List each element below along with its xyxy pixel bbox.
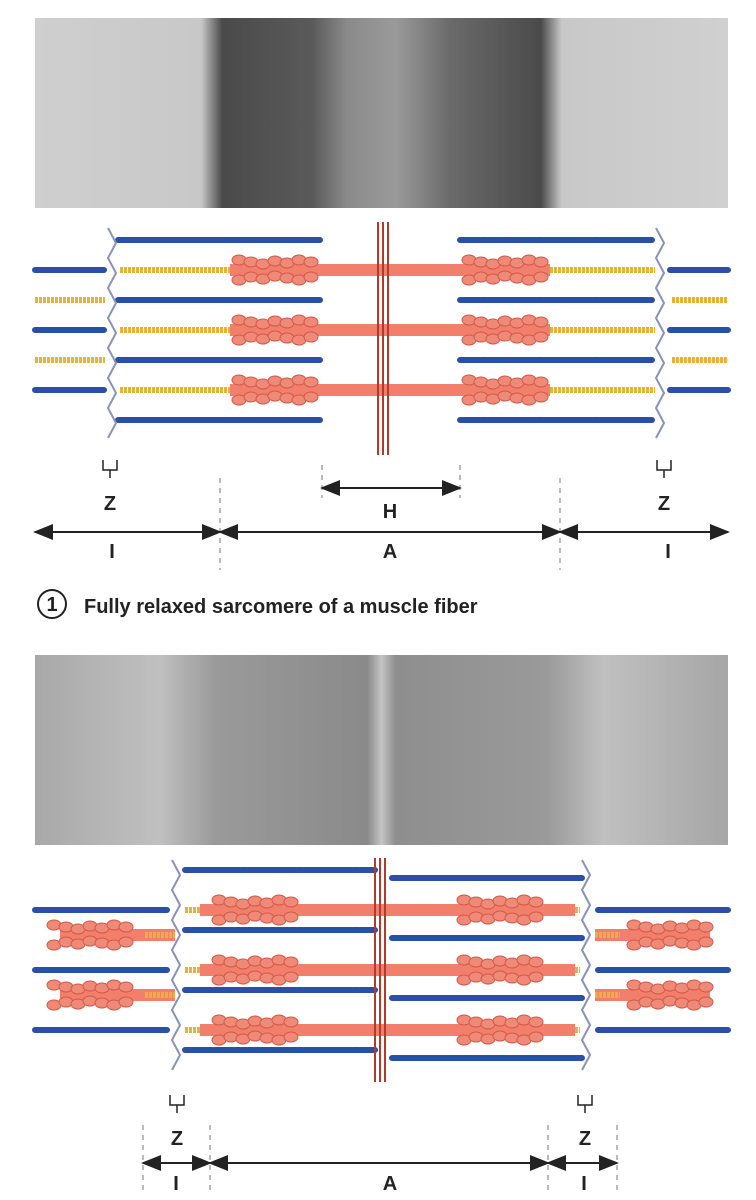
label: H bbox=[383, 501, 397, 523]
myosin-head bbox=[528, 911, 544, 923]
myosin-head bbox=[698, 981, 714, 993]
label: I bbox=[173, 1173, 179, 1195]
label: I bbox=[581, 1173, 587, 1195]
myosin-head bbox=[698, 936, 714, 948]
myosin-head bbox=[118, 936, 134, 948]
myosin-head bbox=[533, 331, 549, 343]
z-bracket bbox=[169, 1095, 185, 1113]
myosin-head bbox=[283, 971, 299, 983]
myosin-head bbox=[303, 331, 319, 343]
z-disc bbox=[654, 227, 666, 439]
z-bracket bbox=[102, 460, 118, 478]
myosin-head bbox=[118, 921, 134, 933]
step-circle bbox=[37, 589, 67, 619]
myosin-head bbox=[528, 956, 544, 968]
myosin-head bbox=[698, 996, 714, 1008]
myosin-head bbox=[303, 391, 319, 403]
myosin-head bbox=[528, 971, 544, 983]
z-disc bbox=[170, 859, 182, 1071]
label: A bbox=[383, 1173, 397, 1195]
step-number: 1 bbox=[46, 594, 57, 616]
myosin-head bbox=[303, 376, 319, 388]
label: I bbox=[109, 541, 115, 563]
myosin-head bbox=[303, 256, 319, 268]
myosin-head bbox=[283, 1031, 299, 1043]
myosin-head bbox=[283, 896, 299, 908]
myosin-head bbox=[118, 996, 134, 1008]
label: Z bbox=[104, 493, 116, 515]
label: Z bbox=[658, 493, 670, 515]
z-disc bbox=[580, 859, 592, 1071]
myosin-head bbox=[303, 271, 319, 283]
myosin-head bbox=[533, 256, 549, 268]
myosin-head bbox=[528, 1031, 544, 1043]
myosin-head bbox=[303, 316, 319, 328]
myosin-head bbox=[283, 911, 299, 923]
z-bracket bbox=[656, 460, 672, 478]
micrograph bbox=[35, 18, 728, 208]
myosin-head bbox=[533, 271, 549, 283]
caption: Fully relaxed sarcomere of a muscle fibe… bbox=[84, 596, 478, 618]
z-bracket bbox=[577, 1095, 593, 1113]
myosin-head bbox=[533, 376, 549, 388]
label: Z bbox=[171, 1128, 183, 1150]
myosin-head bbox=[118, 981, 134, 993]
myosin-head bbox=[533, 391, 549, 403]
micrograph bbox=[35, 655, 728, 845]
myosin-head bbox=[283, 956, 299, 968]
myosin-head bbox=[533, 316, 549, 328]
myosin-head bbox=[528, 1016, 544, 1028]
myosin-head bbox=[698, 921, 714, 933]
label: A bbox=[383, 541, 397, 563]
label: I bbox=[665, 541, 671, 563]
myosin-head bbox=[283, 1016, 299, 1028]
label: Z bbox=[579, 1128, 591, 1150]
z-disc bbox=[106, 227, 118, 439]
myosin-head bbox=[528, 896, 544, 908]
